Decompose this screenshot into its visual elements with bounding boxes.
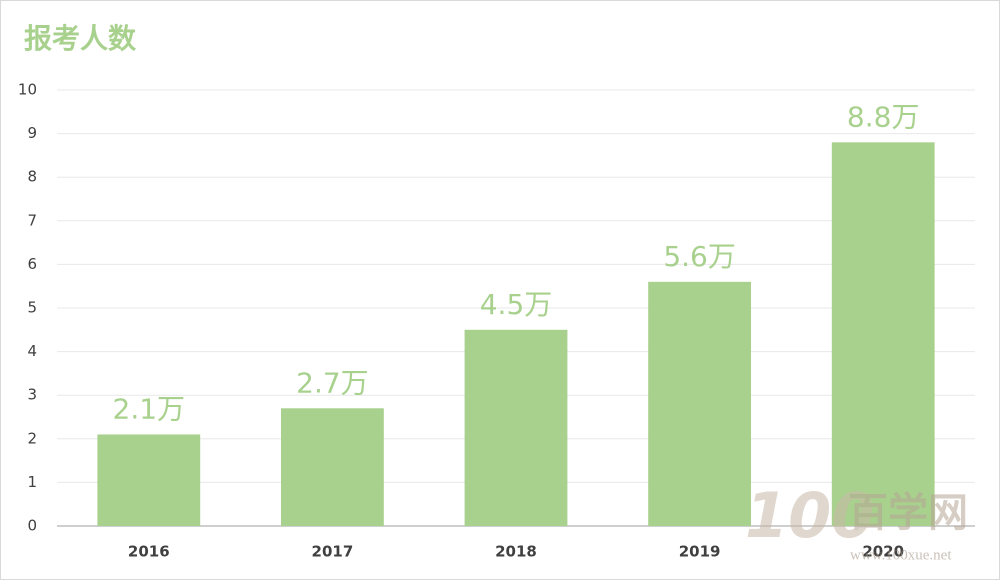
value-label: 4.5万: [480, 288, 553, 321]
bar: [97, 434, 201, 526]
y-tick-label: 8: [27, 168, 37, 186]
chart-title: 报考人数: [24, 22, 137, 55]
y-tick-label: 10: [18, 81, 37, 99]
watermark-logo: 100: [745, 479, 874, 552]
x-tick-label: 2017: [312, 543, 354, 561]
x-tick-label: 2020: [862, 543, 904, 561]
value-label: 2.1万: [113, 392, 186, 425]
value-label: 5.6万: [663, 240, 736, 273]
x-tick-label: 2016: [128, 543, 170, 561]
bar: [831, 142, 935, 526]
y-tick-label: 5: [27, 299, 37, 317]
watermark-name: 百学网: [848, 490, 968, 536]
y-tick-label: 9: [27, 124, 37, 142]
bar: [648, 281, 752, 526]
bar: [464, 329, 568, 526]
y-tick-label: 0: [27, 517, 37, 535]
y-tick-label: 3: [27, 386, 37, 404]
y-tick-label: 4: [27, 342, 37, 360]
bar: [280, 408, 384, 526]
x-tick-label: 2018: [495, 543, 537, 561]
x-tick-label: 2019: [679, 543, 721, 561]
y-tick-label: 1: [27, 473, 37, 491]
value-label: 2.7万: [296, 366, 369, 399]
y-tick-label: 6: [27, 255, 37, 273]
value-label: 8.8万: [847, 100, 920, 133]
watermark-url: www.100xue.net: [850, 547, 952, 563]
y-tick-label: 2: [27, 429, 37, 447]
watermark: 100 百学网 www.100xue.net: [745, 479, 968, 563]
y-tick-label: 7: [27, 211, 37, 229]
